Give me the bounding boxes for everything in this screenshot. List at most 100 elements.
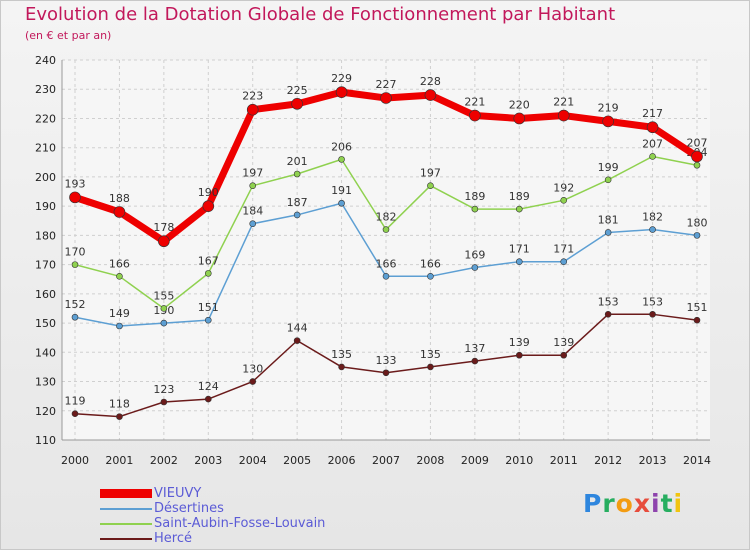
x-tick-label: 2003 <box>194 454 222 467</box>
data-label: 155 <box>153 289 174 302</box>
data-point <box>246 103 259 116</box>
data-point <box>382 273 390 280</box>
data-label: 166 <box>109 257 130 270</box>
data-point <box>560 351 568 359</box>
data-point <box>424 89 437 101</box>
data-label: 199 <box>598 161 619 174</box>
data-point <box>427 182 434 189</box>
data-point <box>557 109 570 122</box>
data-point <box>202 200 215 212</box>
y-tick-label: 210 <box>35 142 56 155</box>
data-label: 171 <box>509 243 530 256</box>
data-label: 123 <box>153 383 174 396</box>
data-label: 219 <box>598 101 619 114</box>
data-point <box>335 86 348 98</box>
data-point <box>158 235 170 248</box>
legend-label-vieuvy: VIEUVY <box>154 486 202 501</box>
data-point <box>649 226 656 233</box>
data-label: 139 <box>509 336 530 349</box>
data-point <box>427 363 434 371</box>
data-point <box>71 261 79 268</box>
data-point <box>604 229 612 236</box>
x-tick-label: 2006 <box>328 454 356 467</box>
legend-swatch-saint-aubin <box>100 522 152 525</box>
legend-swatch-vieuvy <box>100 489 152 498</box>
data-point <box>515 258 523 265</box>
data-point <box>204 316 212 324</box>
data-label: 133 <box>376 354 397 367</box>
x-tick-label: 2013 <box>639 454 667 467</box>
data-label: 189 <box>509 190 530 203</box>
data-point <box>602 115 614 128</box>
legend-swatch-herce <box>100 537 152 540</box>
data-label: 181 <box>598 213 619 226</box>
logo-letter: P <box>583 489 603 518</box>
data-point <box>471 264 479 271</box>
y-tick-label: 190 <box>35 200 56 213</box>
legend-item-saint-aubin: Saint-Aubin-Fosse-Louvain <box>100 516 325 531</box>
y-tick-label: 220 <box>35 112 56 125</box>
data-point <box>71 410 79 417</box>
data-label: 119 <box>65 395 86 408</box>
x-tick-label: 2007 <box>372 454 400 467</box>
data-label: 190 <box>198 186 219 199</box>
y-tick-label: 200 <box>35 171 56 184</box>
data-label: 169 <box>464 249 485 262</box>
logo-letter: i <box>651 489 661 518</box>
y-tick-label: 140 <box>35 346 56 359</box>
data-point <box>515 205 523 213</box>
logo-letter: i <box>673 489 684 518</box>
data-point <box>249 182 257 189</box>
data-label: 197 <box>242 167 263 180</box>
y-tick-label: 110 <box>35 434 56 447</box>
data-label: 130 <box>242 363 263 376</box>
data-point <box>646 121 659 134</box>
data-point <box>649 153 656 160</box>
data-point <box>515 351 523 359</box>
data-point <box>116 322 123 330</box>
legend-label-desertines: Désertines <box>154 501 224 516</box>
x-tick-label: 2014 <box>683 454 711 467</box>
y-tick-label: 170 <box>35 259 56 272</box>
data-label: 135 <box>420 348 441 361</box>
x-tick-label: 2004 <box>239 454 267 467</box>
data-point <box>649 311 656 318</box>
chart-title: Evolution de la Dotation Globale de Fonc… <box>25 4 616 25</box>
data-label: 153 <box>598 295 619 308</box>
data-label: 187 <box>287 196 308 209</box>
data-point <box>691 150 703 163</box>
data-point <box>604 176 612 184</box>
data-point <box>116 413 123 420</box>
legend-item-herce: Hercé <box>100 531 325 546</box>
data-label: 118 <box>109 398 130 411</box>
x-tick-label: 2010 <box>505 454 533 467</box>
data-label: 144 <box>287 322 308 335</box>
data-label: 182 <box>376 211 397 224</box>
data-point <box>249 220 257 227</box>
legend-label-herce: Hercé <box>154 531 192 546</box>
data-label: 152 <box>65 298 86 311</box>
data-label: 207 <box>687 136 708 149</box>
data-label: 227 <box>376 78 397 91</box>
data-label: 137 <box>464 342 485 355</box>
data-label: 153 <box>642 295 663 308</box>
data-point <box>160 305 168 312</box>
data-label: 124 <box>198 380 219 393</box>
logo-letter: o <box>615 489 634 518</box>
logo-letter: t <box>660 489 674 518</box>
legend-swatch-desertines <box>100 507 152 510</box>
data-label: 182 <box>642 211 663 224</box>
data-point <box>382 369 390 377</box>
y-tick-label: 180 <box>35 229 56 242</box>
data-label: 201 <box>287 155 308 168</box>
data-point <box>693 232 701 239</box>
data-label: 192 <box>553 181 574 194</box>
data-point <box>380 92 392 104</box>
data-label: 188 <box>109 192 130 205</box>
x-tick-label: 2001 <box>105 454 133 467</box>
x-tick-label: 2005 <box>283 454 311 467</box>
data-point <box>291 98 303 110</box>
data-label: 206 <box>331 140 352 153</box>
data-point <box>693 161 701 169</box>
data-point <box>560 197 568 204</box>
